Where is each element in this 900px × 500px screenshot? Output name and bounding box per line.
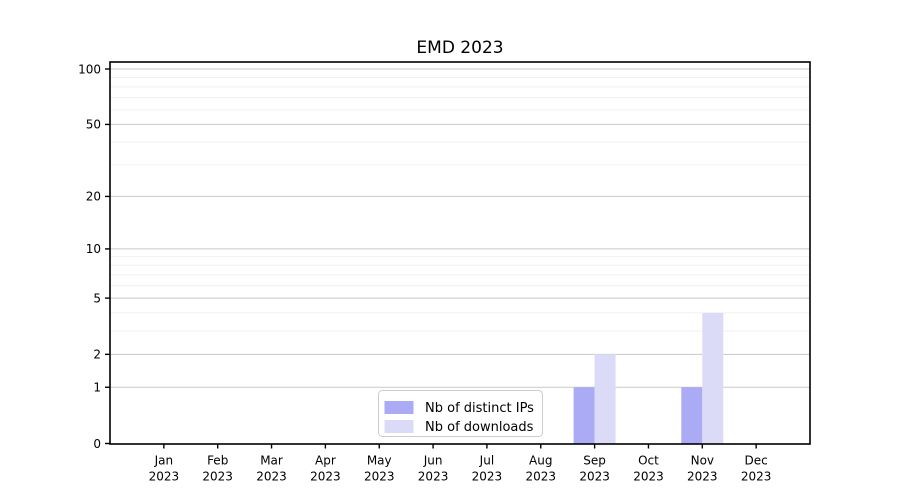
x-axis-month-label: Mar bbox=[260, 454, 283, 468]
x-axis-year-label: 2023 bbox=[310, 470, 341, 484]
x-axis-year-label: 2023 bbox=[418, 470, 449, 484]
x-axis-year-label: 2023 bbox=[633, 470, 664, 484]
bar-sep-downloads bbox=[594, 354, 616, 444]
x-axis-month-label: Jun bbox=[423, 454, 443, 468]
minor-gridlines bbox=[110, 76, 810, 332]
x-axis-month-label: Jul bbox=[479, 454, 494, 468]
bar-series bbox=[573, 312, 724, 444]
y-axis-tick-label: 20 bbox=[86, 190, 101, 204]
x-axis-year-label: 2023 bbox=[741, 470, 772, 484]
bar-nov-downloads bbox=[702, 312, 724, 444]
x-axis-month-label: Oct bbox=[638, 454, 659, 468]
x-axis-labels: Jan 2023 Feb 2023 Mar 2023 Apr 2023 May 2023 Jun 20… bbox=[149, 454, 772, 484]
x-axis-month-label: Dec bbox=[745, 454, 768, 468]
x-axis-month-label: Apr bbox=[315, 454, 336, 468]
legend: Nb of distinct IPs Nb of downloads bbox=[378, 390, 543, 437]
x-axis-year-label: 2023 bbox=[687, 470, 718, 484]
y-axis-tick-label: 1 bbox=[93, 381, 101, 395]
x-axis-year-label: 2023 bbox=[202, 470, 233, 484]
chart-title: EMD 2023 bbox=[416, 38, 503, 58]
axis-tick-marks bbox=[105, 68, 757, 449]
x-axis-month-label: May bbox=[367, 454, 392, 468]
x-axis-year-label: 2023 bbox=[256, 470, 287, 484]
x-axis-year-label: 2023 bbox=[579, 470, 610, 484]
x-axis-month-label: Feb bbox=[207, 454, 228, 468]
x-axis-month-label: Sep bbox=[583, 454, 606, 468]
x-axis-month-label: Jan bbox=[154, 454, 174, 468]
legend-box bbox=[378, 390, 543, 437]
legend-swatch-distinct-ips bbox=[384, 401, 414, 414]
y-axis-tick-label: 5 bbox=[93, 291, 101, 305]
y-axis-tick-label: 2 bbox=[93, 348, 101, 362]
y-axis-tick-label: 0 bbox=[93, 437, 101, 451]
x-axis-year-label: 2023 bbox=[364, 470, 395, 484]
y-axis-tick-label: 10 bbox=[86, 242, 101, 256]
legend-label-distinct-ips: Nb of distinct IPs bbox=[425, 401, 534, 416]
x-axis-year-label: 2023 bbox=[472, 470, 503, 484]
plot-frame bbox=[109, 61, 811, 445]
bar-nov-distinct-ips bbox=[681, 387, 703, 444]
x-axis-year-label: 2023 bbox=[525, 470, 556, 484]
y-axis-tick-label: 100 bbox=[78, 62, 101, 76]
y-axis-labels: 0 1 2 5 10 20 50 100 bbox=[78, 62, 101, 451]
legend-label-downloads: Nb of downloads bbox=[425, 420, 534, 435]
legend-swatch-downloads bbox=[384, 420, 414, 433]
x-axis-year-label: 2023 bbox=[149, 470, 180, 484]
x-axis-month-label: Aug bbox=[529, 454, 552, 468]
x-axis-month-label: Nov bbox=[691, 454, 714, 468]
bar-sep-distinct-ips bbox=[573, 387, 595, 444]
y-axis-tick-label: 50 bbox=[86, 118, 101, 132]
